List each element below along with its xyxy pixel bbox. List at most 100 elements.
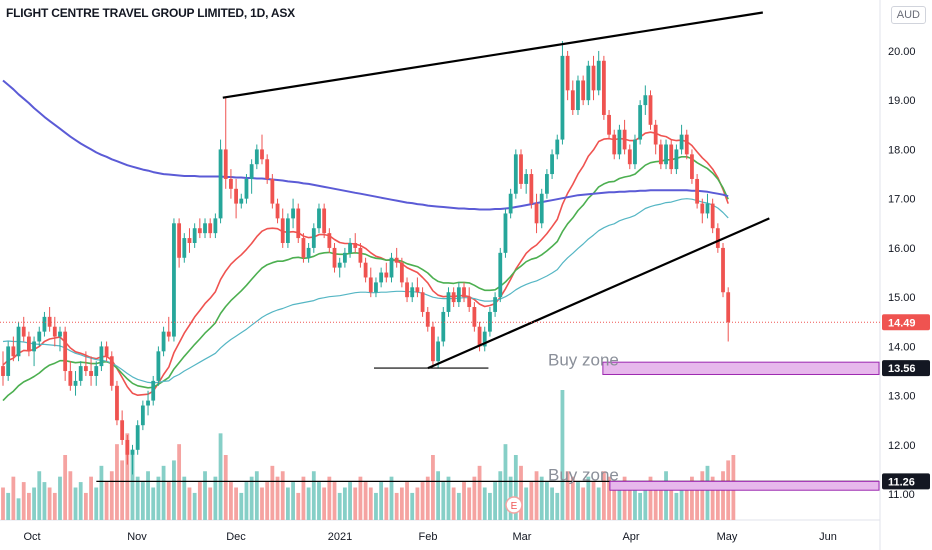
candle-body (197, 228, 202, 234)
volume-bars (1, 390, 736, 520)
volume-bar (332, 482, 337, 520)
volume-bar (405, 482, 409, 520)
candle-body (529, 174, 534, 204)
candle-body (109, 356, 114, 386)
candle-body (633, 139, 637, 165)
candle-body (42, 316, 47, 332)
candle-body (99, 346, 104, 367)
y-tick-label: 20.00 (888, 46, 916, 58)
candle-body (229, 178, 233, 189)
ma-line-green (2, 156, 729, 402)
candle-body (607, 114, 611, 135)
volume-bar (669, 487, 674, 520)
candle-body (384, 272, 389, 278)
candle-body (27, 336, 31, 352)
candle-body (182, 238, 187, 258)
volume-bar (301, 476, 306, 520)
currency-button[interactable]: AUD (890, 6, 926, 24)
x-tick-label: Jun (819, 531, 837, 543)
volume-bar (560, 390, 565, 520)
candle-body (140, 405, 145, 426)
volume-bar (115, 444, 119, 520)
candle-body (353, 242, 358, 248)
candle-body (368, 277, 373, 293)
volume-bar (384, 487, 389, 520)
candle-body (700, 203, 705, 214)
x-tick-label: Apr (622, 531, 639, 543)
candle-body (581, 80, 586, 101)
candle-body (669, 144, 674, 170)
candle-body (441, 311, 446, 342)
candle-body (254, 149, 259, 165)
candle-body (1, 366, 5, 376)
volume-bar (317, 482, 321, 520)
volume-bar (477, 465, 482, 520)
volume-bar (260, 487, 264, 520)
volume-bar (192, 492, 197, 520)
volume-bar (607, 476, 611, 520)
candle-body (301, 238, 306, 258)
volume-bar (89, 476, 93, 520)
volume-bar (275, 476, 280, 520)
candle-body (94, 366, 99, 376)
candle-body (617, 129, 622, 155)
chart-title: FLIGHT CENTRE TRAVEL GROUP LIMITED, 1D, … (6, 6, 295, 20)
volume-bar (213, 476, 218, 520)
candle-body (601, 60, 606, 115)
candle-body (446, 292, 451, 312)
candle-body (513, 154, 518, 194)
volume-bar (534, 471, 539, 520)
candle-body (83, 366, 88, 372)
volume-bar (679, 482, 684, 520)
volume-bar (456, 492, 461, 520)
volume-bar (78, 482, 83, 520)
earnings-marker: E (505, 496, 523, 514)
candle-body (311, 228, 316, 248)
volume-bar (627, 482, 632, 520)
candle-body (280, 218, 285, 243)
volume-bar (674, 492, 679, 520)
y-tick-label: 11.00 (888, 489, 915, 501)
candle-body (477, 326, 482, 347)
volume-bar (664, 471, 668, 520)
candle-body (684, 134, 689, 155)
candle-body (467, 297, 472, 308)
candle-body (690, 154, 694, 179)
volume-bar (690, 476, 694, 520)
volume-bar (327, 476, 332, 520)
candle-body (213, 218, 218, 234)
x-tick-label: 2021 (328, 531, 352, 543)
volume-bar (47, 487, 52, 520)
volume-bar (135, 476, 140, 520)
volume-bar (63, 455, 68, 520)
volume-bar (379, 482, 384, 520)
candle-body (586, 65, 591, 101)
volume-bar (229, 482, 233, 520)
volume-bar (187, 487, 192, 520)
volume-bar (311, 471, 316, 520)
candles (1, 41, 731, 475)
volume-bar (513, 455, 518, 520)
volume-bar (581, 487, 586, 520)
volume-bar (1, 487, 5, 520)
candle-body (482, 331, 487, 347)
volume-bar (203, 471, 207, 520)
candle-body (120, 420, 125, 440)
candle-body (508, 193, 513, 214)
candle-body (451, 292, 456, 303)
price-tag (882, 360, 930, 377)
volume-bar (177, 444, 182, 520)
candle-body (695, 178, 700, 204)
candle-body (410, 287, 415, 298)
volume-bar (218, 433, 223, 520)
volume-bar (467, 487, 472, 520)
volume-bar (348, 482, 352, 520)
candle-body (166, 331, 171, 337)
candle-body (721, 247, 725, 293)
volume-bar (446, 476, 451, 520)
buy-zone-label: Buy zone (548, 351, 619, 370)
price-tag-label: 14.49 (888, 317, 916, 329)
candle-body (363, 262, 368, 278)
